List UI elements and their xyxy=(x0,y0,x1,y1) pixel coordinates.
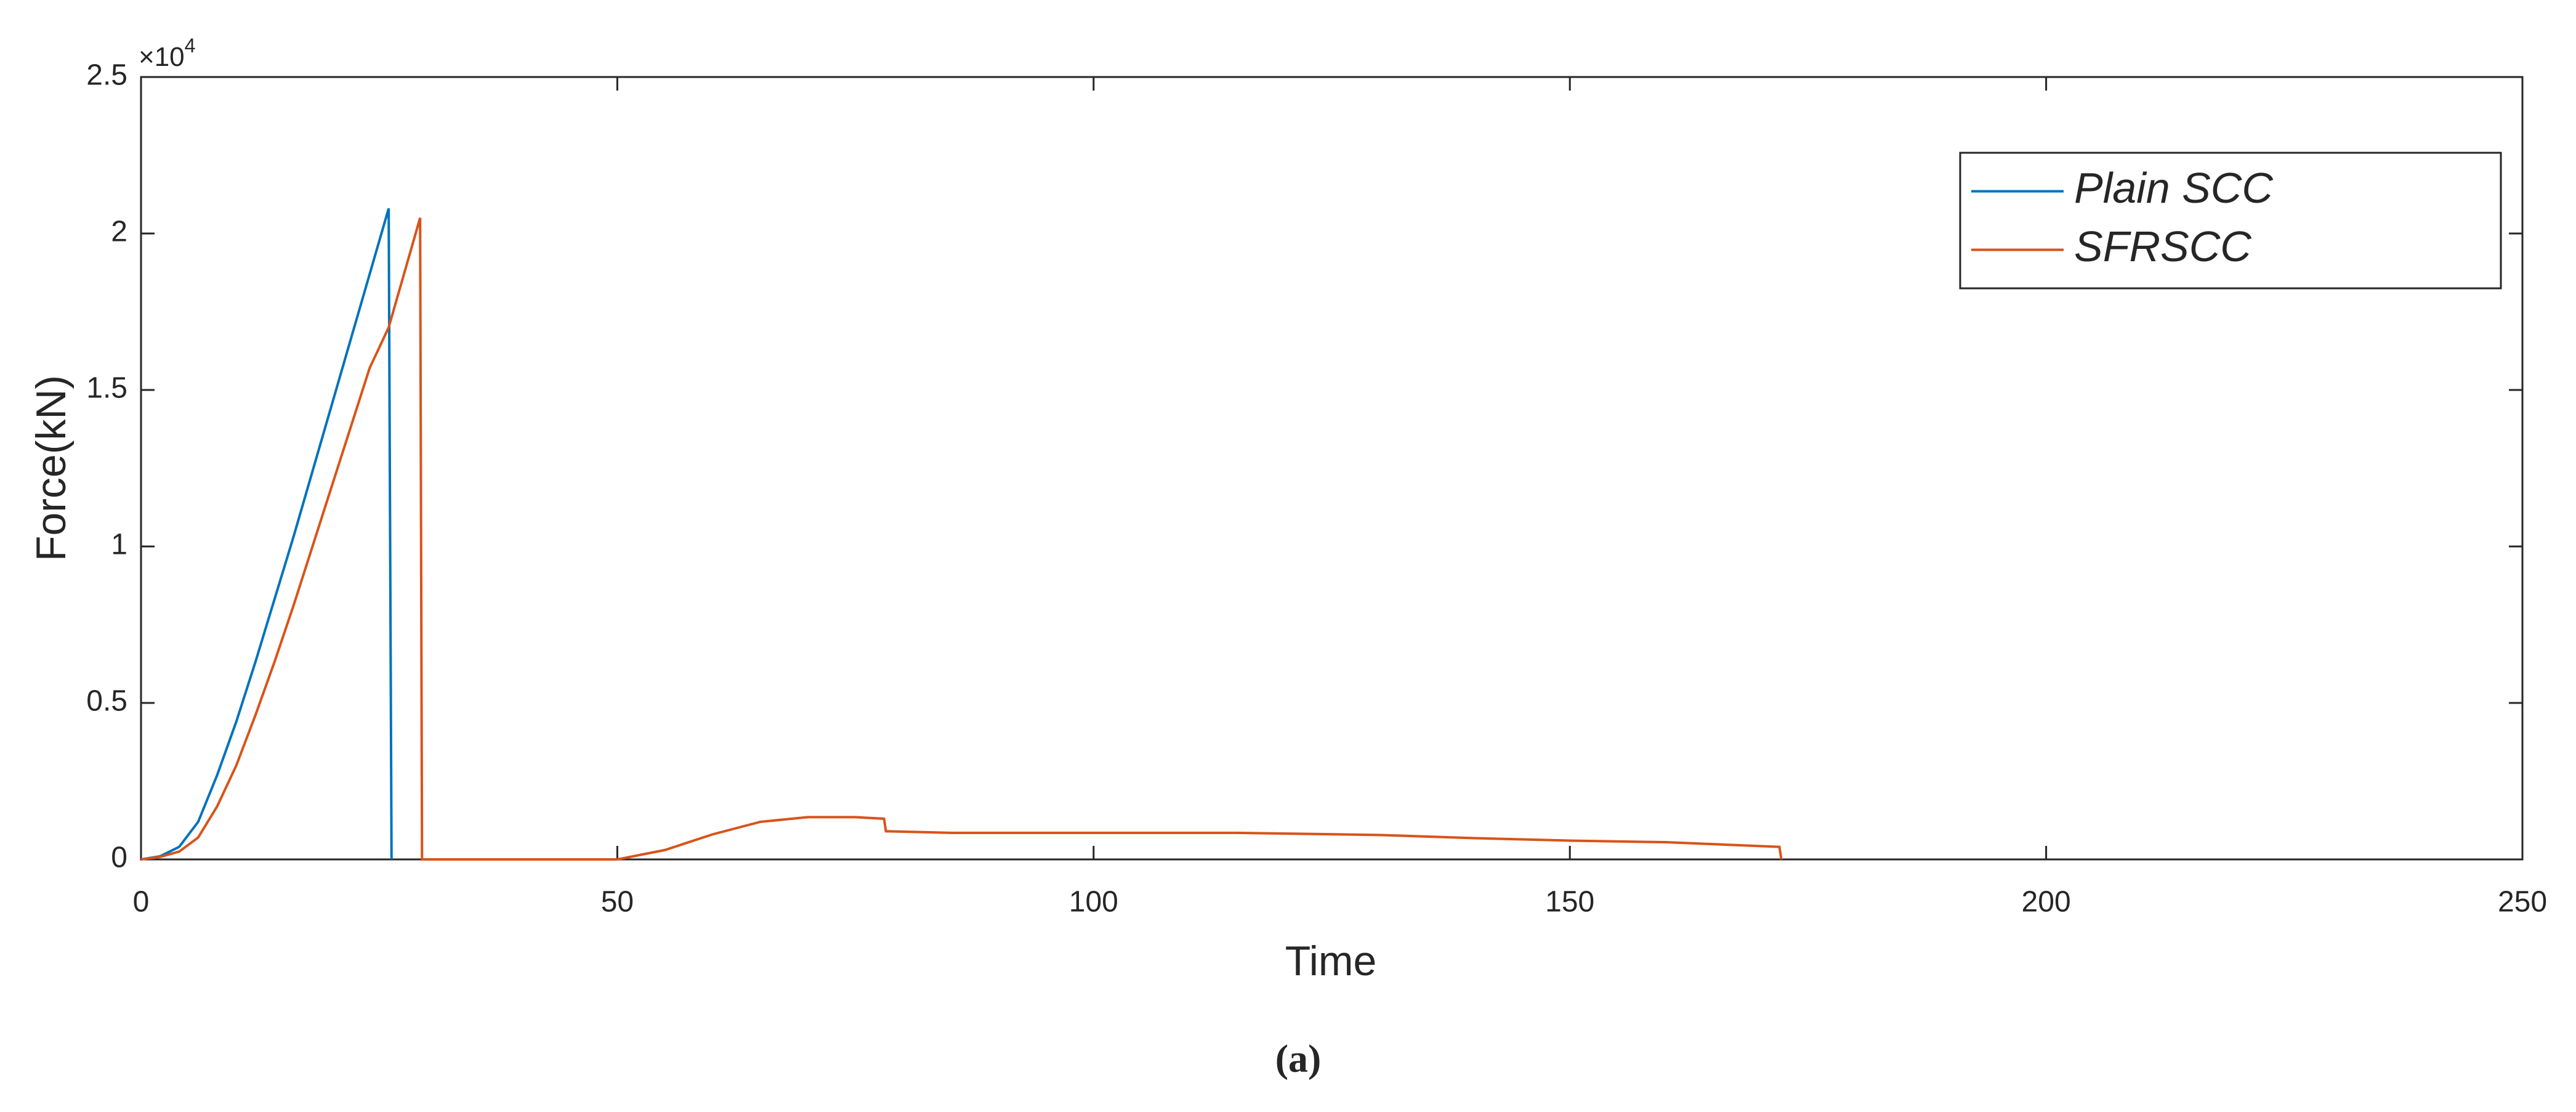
x-axis-label: Time xyxy=(1285,938,1377,984)
x-tick-label: 200 xyxy=(2022,886,2071,919)
legend-label: SFRSCC xyxy=(2074,222,2251,270)
x-tick-label: 50 xyxy=(601,886,634,919)
legend-label: Plain SCC xyxy=(2074,164,2273,212)
y-tick-label: 0.5 xyxy=(86,685,127,718)
y-axis-label: Force(kN) xyxy=(28,375,75,561)
y-tick-label: 0 xyxy=(111,842,127,874)
caption: (a) xyxy=(1275,1037,1322,1081)
series-line xyxy=(140,217,1783,861)
y-multiplier: ×104 xyxy=(139,34,195,71)
y-tick-label: 2 xyxy=(111,216,127,248)
y-multiplier-exponent: 4 xyxy=(185,34,196,57)
x-tick-label: 0 xyxy=(133,886,150,919)
y-tick-label: 1.5 xyxy=(86,372,127,405)
y-multiplier-base: ×10 xyxy=(139,42,185,72)
x-tick-label: 100 xyxy=(1069,886,1118,919)
legend-box xyxy=(1959,152,2502,290)
series-line xyxy=(140,208,393,861)
x-tick-label: 150 xyxy=(1545,886,1594,919)
y-tick-label: 1 xyxy=(111,529,127,561)
y-tick-label: 2.5 xyxy=(86,59,127,92)
x-tick-label: 250 xyxy=(2498,886,2547,919)
